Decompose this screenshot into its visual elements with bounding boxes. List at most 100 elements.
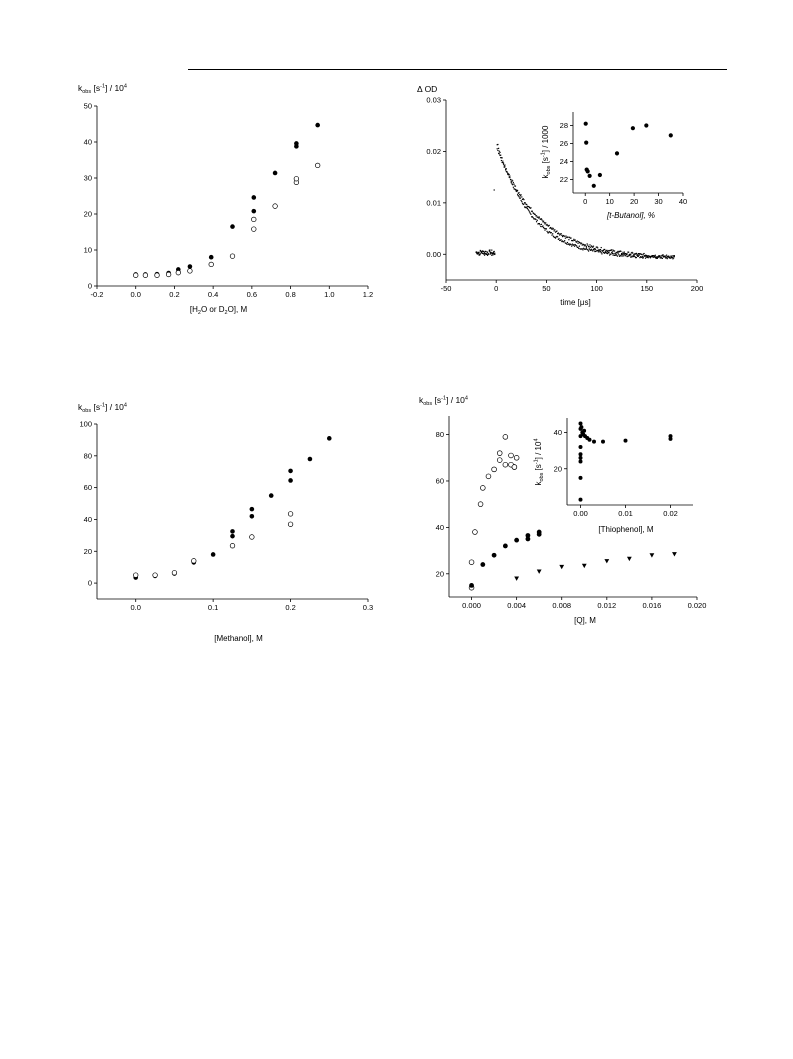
chart2-trace-point [499,154,501,157]
chart2-trace-point [573,245,576,247]
chart2-trace-point [583,244,585,246]
chart2-trace-point [625,253,628,255]
chart2-trace-point [594,248,597,250]
chart2-trace-point [626,253,628,255]
chart2-trace-point [519,193,521,196]
chart2-trace-point [580,248,582,250]
chart2-trace-point [526,203,528,206]
chart2-trace-point [486,253,488,256]
chart2-trace-point [630,256,632,258]
chart2-trace-point [540,223,543,225]
chart1-point [208,261,214,268]
chart4-inset-point [578,452,583,457]
chart2-trace-point [649,256,651,258]
chart2-trace-point [607,251,609,253]
chart2-trace-point [610,249,612,252]
chart2-trace-point [476,252,478,254]
chart2-trace-point [647,255,649,257]
chart2-y-tick-label: 0.02 [426,147,441,156]
chart2-trace-point [582,249,584,251]
chart2-trace-point [609,249,611,252]
chart1-x-tick-label: 0.2 [169,290,179,299]
chart2-trace-point [656,256,658,258]
chart2-trace-point [617,250,619,252]
chart2-trace-point [539,218,541,220]
chart2-trace-point [603,251,605,254]
chart2-trace-point [637,253,640,255]
chart2-inset-point [644,123,649,128]
chart2-trace-point [611,251,613,254]
chart2-trace-point [600,246,602,249]
chart4-point [525,536,531,542]
chart2-trace-point [639,253,642,255]
chart2-trace-point [521,201,523,203]
chart4-point [472,529,478,535]
chart2-trace-point [640,256,642,258]
chart2-inset-x-tick-label: 10 [605,197,613,206]
chart2-trace-point [485,250,487,253]
chart1-x-axis-label: [H2​O or D2​O], M [190,305,248,316]
chart2-trace-point [663,255,666,257]
chart2-trace-point [593,248,595,250]
chart2-trace-point [557,233,559,235]
chart2-trace-point [610,253,612,255]
chart2-trace-point [524,202,526,204]
chart2-trace-point [489,251,491,253]
chart2-trace-point [497,149,499,152]
chart2-trace-point [670,255,673,257]
chart3-x-tick-label: 0.0 [130,603,140,612]
chart4-x-tick-label: 0.012 [597,601,616,610]
chart2-trace-point [500,157,502,159]
chart2-y-axis-label: Δ OD [417,84,437,94]
chart2-trace-point [612,254,614,256]
chart2-trace-point [664,255,666,257]
chart2-trace-point [476,252,478,254]
chart2-trace-point [539,224,541,226]
chart4-point [536,529,542,535]
chart1-point [251,226,257,232]
chart2-trace-point [486,251,488,253]
chart2-trace-point [532,216,534,219]
chart2-trace-point [547,232,549,234]
chart2-trace-point [530,213,532,215]
chart1-point [315,162,321,169]
chart3-y-tick-label: 0 [88,579,92,588]
chart4-point [581,563,587,569]
chart2-trace-point [545,224,547,226]
chart2-trace-point [625,255,627,257]
chart1-point [251,216,257,223]
chart2-trace-point [632,254,635,256]
chart2-trace-point [594,250,597,253]
chart2-trace-point [513,183,515,185]
chart2-trace-point [623,252,625,255]
chart2-trace-point [563,241,565,243]
chart2-trace-point [620,250,622,252]
chart2-trace-point [651,256,653,258]
chart2-trace-point [568,243,570,245]
chart2-trace-point [531,216,533,218]
chart2-trace-point [494,252,496,254]
chart2-trace-point [596,246,598,248]
chart1-y-tick-label: 50 [84,102,92,111]
chart2-trace-point [655,256,657,258]
chart3-point [249,506,255,512]
chart2-trace-point [492,252,494,254]
chart2-trace-point [554,236,556,239]
chart2-trace-point [575,244,577,247]
chart4-inset-point [579,425,584,430]
chart3-point [249,534,255,540]
chart2-trace-point [585,245,587,247]
chart2-trace-point [658,255,661,257]
chart1-y-tick-label: 10 [84,246,92,255]
chart2-trace-point [568,239,570,241]
chart2-trace-point [571,243,574,245]
chart1-y-tick-label: 40 [84,138,92,147]
chart2-trace-point [616,255,618,257]
chart2-trace-point [620,255,622,257]
chart3-point [307,456,313,462]
chart2-trace-point [547,225,549,227]
chart2-trace-point [540,218,543,220]
chart2-trace-point [533,218,536,220]
chart2-trace-point [580,248,583,250]
chart2-trace-point [661,257,663,259]
